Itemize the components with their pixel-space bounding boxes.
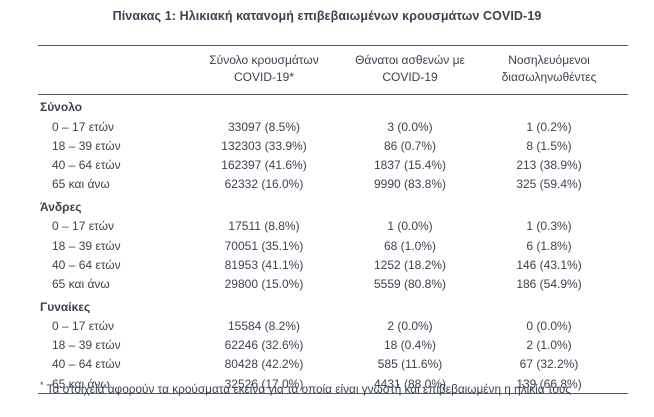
- footnote-text: Τα στοιχεία αφορούν τα κρούσματα εκείνα …: [46, 382, 572, 396]
- col-header-total-cases: Σύνολο κρουσμάτων COVID-19*: [178, 46, 350, 95]
- age-cell: 65 και άνω: [52, 276, 110, 291]
- cases-cell: 32526 (17.0%): [224, 376, 304, 391]
- table-row: 40 – 64 ετών 81953 (41.1%) 1252 (18.2%) …: [38, 255, 628, 274]
- age-cell: 65 και άνω: [52, 177, 110, 192]
- deaths-cell: 3 (0.0%): [387, 119, 433, 134]
- covid-age-distribution-table: Σύνολο κρουσμάτων COVID-19* Θάνατοι ασθε…: [38, 45, 628, 395]
- deaths-cell: 18 (0.4%): [383, 338, 437, 353]
- age-cell: 0 – 17 ετών: [52, 219, 114, 234]
- intubated-cell: 213 (38.9%): [516, 157, 582, 172]
- section-header-men: Άνδρες: [38, 194, 628, 217]
- cases-cell: 70051 (35.1%): [224, 238, 304, 253]
- section-label: Άνδρες: [40, 199, 82, 214]
- deaths-cell: 2 (0.0%): [387, 319, 433, 334]
- age-cell: 40 – 64 ετών: [52, 257, 121, 272]
- age-cell: 0 – 17 ετών: [52, 319, 114, 334]
- age-cell: 18 – 39 ετών: [52, 138, 121, 153]
- age-cell: 18 – 39 ετών: [52, 238, 121, 253]
- deaths-cell: 1 (0.0%): [387, 219, 433, 234]
- footnote-marker: *: [40, 380, 44, 391]
- header-line: COVID-19*: [233, 70, 295, 84]
- deaths-cell: 585 (11.6%): [377, 357, 443, 372]
- table-row: 40 – 64 ετών 162397 (41.6%) 1837 (15.4%)…: [38, 155, 628, 174]
- intubated-cell: 139 (66.8%): [516, 376, 582, 391]
- cases-cell: 62332 (16.0%): [224, 177, 304, 192]
- intubated-cell: 0 (0.0%): [526, 319, 572, 334]
- section-header-women: Γυναίκες: [38, 294, 628, 317]
- deaths-cell: 9990 (83.8%): [373, 177, 447, 192]
- table-row: 65 και άνω 29800 (15.0%) 5559 (80.8%) 18…: [38, 274, 628, 293]
- age-cell: 0 – 17 ετών: [52, 119, 114, 134]
- footnote: * Τα στοιχεία αφορούν τα κρούσματα εκείν…: [40, 380, 572, 396]
- deaths-cell: 5559 (80.8%): [373, 276, 447, 291]
- cases-cell: 162397 (41.6%): [221, 157, 307, 172]
- cases-cell: 33097 (8.5%): [227, 119, 301, 134]
- deaths-cell: 1837 (15.4%): [373, 157, 447, 172]
- header-line: Θάνατοι ασθενών με: [355, 53, 465, 67]
- intubated-cell: 67 (32.2%): [519, 357, 579, 372]
- intubated-cell: 1 (0.2%): [526, 119, 572, 134]
- header-line: COVID-19: [382, 70, 438, 84]
- intubated-cell: 6 (1.8%): [526, 238, 572, 253]
- section-header-total: Σύνολο: [38, 95, 628, 118]
- header-row: Σύνολο κρουσμάτων COVID-19* Θάνατοι ασθε…: [38, 46, 628, 95]
- col-header-intubated: Νοσηλευόμενοι διασωληνωθέντες: [470, 46, 628, 95]
- deaths-cell: 68 (1.0%): [383, 238, 437, 253]
- section-label: Γυναίκες: [40, 299, 91, 314]
- intubated-cell: 146 (43.1%): [516, 257, 582, 272]
- deaths-cell: 1252 (18.2%): [373, 257, 447, 272]
- deaths-cell: 86 (0.7%): [383, 138, 437, 153]
- age-cell: 65 και άνω: [52, 376, 110, 391]
- table-row: 18 – 39 ετών 70051 (35.1%) 68 (1.0%) 6 (…: [38, 236, 628, 255]
- intubated-cell: 2 (1.0%): [526, 338, 572, 353]
- header-line: διασωληνωθέντες: [501, 70, 597, 84]
- deaths-cell: 4431 (88.0%): [373, 376, 447, 391]
- cases-cell: 62246 (32.6%): [224, 338, 304, 353]
- table-row: 18 – 39 ετών 132303 (33.9%) 86 (0.7%) 8 …: [38, 136, 628, 155]
- age-cell: 18 – 39 ετών: [52, 338, 121, 353]
- cases-cell: 132303 (33.9%): [221, 138, 307, 153]
- table-title: Πίνακας 1: Ηλικιακή κατανομή επιβεβαιωμέ…: [112, 9, 542, 23]
- intubated-cell: 8 (1.5%): [526, 138, 572, 153]
- header-line: Νοσηλευόμενοι: [508, 53, 590, 67]
- section-label: Σύνολο: [40, 100, 83, 114]
- age-cell: 40 – 64 ετών: [52, 357, 121, 372]
- cases-cell: 81953 (41.1%): [224, 257, 304, 272]
- cases-cell: 17511 (8.8%): [228, 219, 300, 234]
- cases-cell: 15584 (8.2%): [227, 319, 301, 334]
- cases-cell: 80428 (42.2%): [224, 357, 304, 372]
- table-row: 65 και άνω 62332 (16.0%) 9990 (83.8%) 32…: [38, 175, 628, 194]
- intubated-cell: 1 (0.3%): [526, 219, 572, 234]
- table-row: 0 – 17 ετών 15584 (8.2%) 2 (0.0%) 0 (0.0…: [38, 317, 628, 336]
- age-cell: 40 – 64 ετών: [52, 157, 121, 172]
- corner-cell: [38, 46, 178, 95]
- table-row: 0 – 17 ετών 33097 (8.5%) 3 (0.0%) 1 (0.2…: [38, 117, 628, 136]
- intubated-cell: 186 (54.9%): [516, 276, 582, 291]
- table-row: 40 – 64 ετών 80428 (42.2%) 585 (11.6%) 6…: [38, 355, 628, 374]
- cases-cell: 29800 (15.0%): [224, 276, 304, 291]
- table-row: 0 – 17 ετών 17511 (8.8%) 1 (0.0%) 1 (0.3…: [38, 217, 628, 236]
- intubated-cell: 325 (59.4%): [516, 177, 582, 192]
- table-row: 18 – 39 ετών 62246 (32.6%) 18 (0.4%) 2 (…: [38, 336, 628, 355]
- col-header-deaths: Θάνατοι ασθενών με COVID-19: [350, 46, 470, 95]
- header-line: Σύνολο κρουσμάτων: [209, 53, 319, 67]
- table-row: 65 και άνω 32526 (17.0%) 4431 (88.0%) 13…: [38, 374, 628, 394]
